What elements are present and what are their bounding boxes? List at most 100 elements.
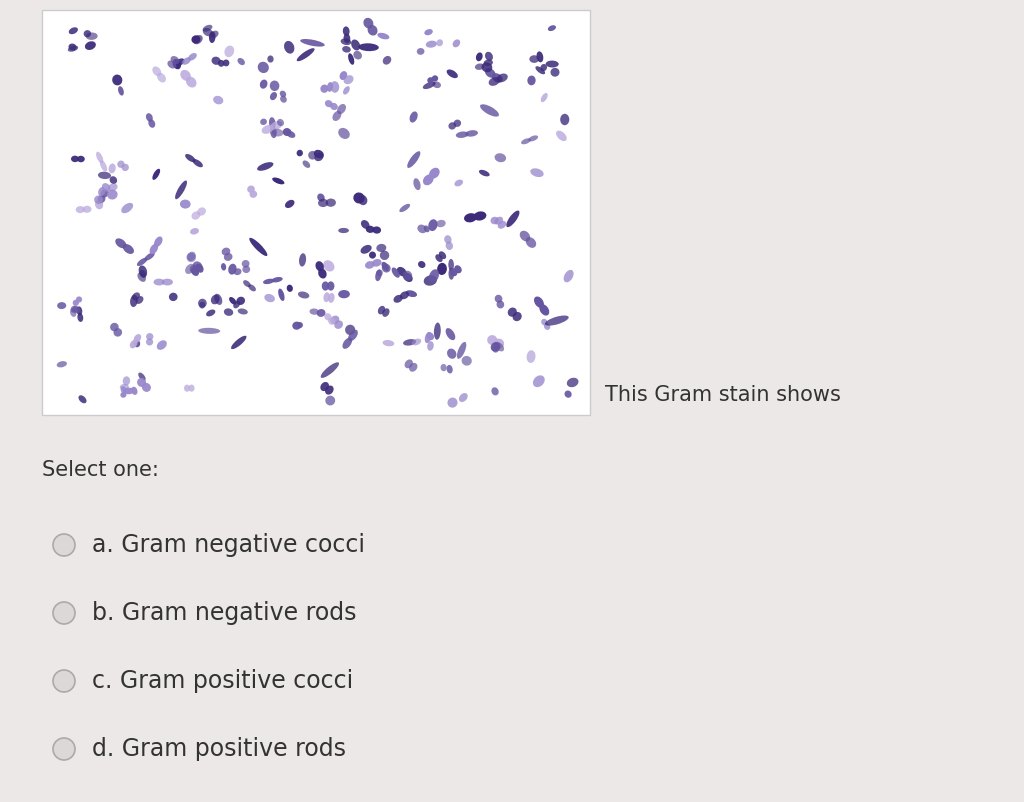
Ellipse shape — [375, 269, 382, 282]
Ellipse shape — [455, 180, 463, 186]
Ellipse shape — [211, 30, 218, 38]
Ellipse shape — [122, 164, 129, 171]
Ellipse shape — [343, 86, 350, 95]
Ellipse shape — [116, 238, 126, 249]
Ellipse shape — [228, 264, 237, 274]
Ellipse shape — [437, 263, 446, 275]
Ellipse shape — [321, 84, 329, 93]
Ellipse shape — [123, 376, 130, 386]
Ellipse shape — [191, 212, 201, 220]
Ellipse shape — [373, 226, 381, 233]
Ellipse shape — [214, 294, 222, 305]
Ellipse shape — [521, 138, 530, 144]
Ellipse shape — [497, 301, 504, 309]
Ellipse shape — [541, 64, 547, 71]
Ellipse shape — [409, 363, 418, 372]
Ellipse shape — [450, 268, 458, 276]
Ellipse shape — [86, 32, 97, 40]
Ellipse shape — [360, 220, 370, 229]
Ellipse shape — [457, 342, 466, 358]
Ellipse shape — [337, 104, 346, 114]
Ellipse shape — [473, 212, 486, 221]
Ellipse shape — [426, 41, 437, 47]
Ellipse shape — [330, 103, 338, 110]
Ellipse shape — [76, 206, 85, 213]
Ellipse shape — [110, 176, 117, 184]
Ellipse shape — [528, 136, 538, 141]
Ellipse shape — [130, 340, 137, 348]
Ellipse shape — [412, 338, 421, 346]
Ellipse shape — [427, 77, 434, 83]
Ellipse shape — [317, 193, 325, 201]
Text: d. Gram positive rods: d. Gram positive rods — [92, 737, 346, 761]
Ellipse shape — [98, 187, 105, 196]
Ellipse shape — [132, 293, 140, 300]
Ellipse shape — [485, 52, 493, 61]
Ellipse shape — [299, 253, 306, 266]
Ellipse shape — [427, 341, 434, 350]
Circle shape — [53, 602, 75, 624]
Ellipse shape — [318, 199, 329, 207]
Ellipse shape — [303, 160, 310, 168]
Ellipse shape — [173, 59, 181, 69]
Ellipse shape — [453, 39, 460, 47]
Ellipse shape — [372, 259, 382, 266]
Ellipse shape — [560, 114, 569, 125]
Ellipse shape — [321, 382, 329, 391]
Ellipse shape — [454, 119, 461, 127]
Ellipse shape — [331, 316, 339, 324]
Ellipse shape — [198, 298, 207, 308]
Ellipse shape — [485, 68, 496, 78]
Ellipse shape — [186, 77, 197, 87]
Ellipse shape — [406, 290, 417, 297]
Ellipse shape — [495, 342, 504, 351]
Ellipse shape — [414, 178, 421, 190]
Ellipse shape — [271, 277, 283, 282]
Ellipse shape — [341, 38, 351, 45]
Ellipse shape — [536, 67, 545, 75]
Ellipse shape — [378, 33, 389, 39]
Ellipse shape — [447, 398, 458, 407]
Ellipse shape — [425, 332, 431, 343]
Bar — [42, 10, 590, 415]
Ellipse shape — [508, 307, 517, 317]
Ellipse shape — [498, 221, 506, 229]
Ellipse shape — [436, 220, 445, 227]
Ellipse shape — [213, 95, 223, 104]
Ellipse shape — [449, 122, 456, 130]
Ellipse shape — [446, 70, 458, 78]
Ellipse shape — [135, 296, 143, 304]
Ellipse shape — [353, 192, 365, 204]
Ellipse shape — [262, 125, 273, 134]
Ellipse shape — [382, 308, 389, 317]
Ellipse shape — [358, 43, 379, 51]
Ellipse shape — [564, 391, 571, 398]
Ellipse shape — [445, 241, 453, 250]
Ellipse shape — [445, 328, 456, 340]
Ellipse shape — [123, 244, 134, 254]
Text: Select one:: Select one: — [42, 460, 159, 480]
Ellipse shape — [264, 294, 274, 302]
Ellipse shape — [526, 350, 536, 363]
Ellipse shape — [429, 269, 439, 282]
Ellipse shape — [285, 200, 295, 208]
Ellipse shape — [187, 252, 196, 261]
Ellipse shape — [563, 269, 573, 282]
Ellipse shape — [223, 59, 229, 67]
Ellipse shape — [137, 257, 147, 266]
Ellipse shape — [212, 57, 220, 65]
Ellipse shape — [567, 378, 579, 387]
Ellipse shape — [200, 302, 205, 309]
Ellipse shape — [145, 113, 153, 122]
Ellipse shape — [464, 213, 477, 222]
Ellipse shape — [497, 74, 508, 83]
Ellipse shape — [102, 183, 111, 192]
Ellipse shape — [493, 345, 500, 353]
Ellipse shape — [490, 342, 501, 351]
Ellipse shape — [109, 164, 116, 173]
Ellipse shape — [403, 339, 416, 346]
Ellipse shape — [429, 168, 439, 179]
Ellipse shape — [365, 261, 375, 269]
Ellipse shape — [182, 57, 190, 65]
Ellipse shape — [118, 86, 124, 95]
